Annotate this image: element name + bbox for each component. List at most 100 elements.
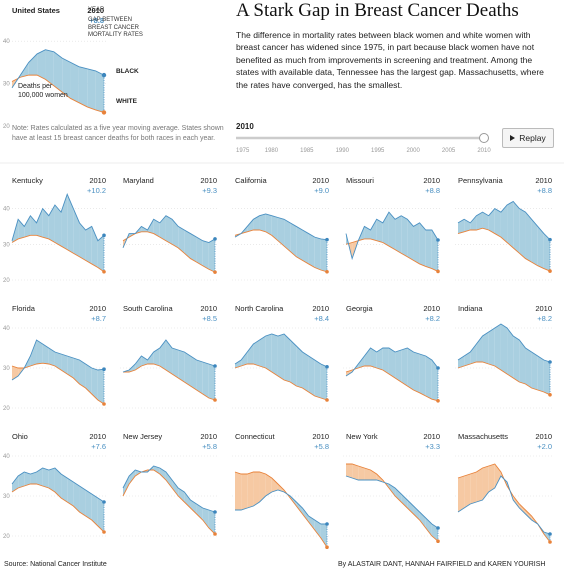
california-white-line bbox=[234, 229, 328, 273]
deaths-label: Deaths per 100,000 women bbox=[18, 83, 68, 100]
ohio-ytick-20: 20 bbox=[3, 534, 10, 540]
florida-gap-seg-6 bbox=[48, 348, 55, 366]
pennsylvania-gap-seg-13 bbox=[537, 226, 544, 269]
florida-black-dot bbox=[102, 367, 106, 372]
florida-year: 2010 bbox=[89, 304, 106, 313]
south-carolina-white-line bbox=[123, 363, 216, 401]
ohio-gap: +7.6 bbox=[91, 442, 106, 451]
kentucky-gap-seg-14 bbox=[97, 235, 104, 272]
new-york-year: 2010 bbox=[423, 432, 440, 441]
new-jersey-gap-seg-7 bbox=[165, 472, 173, 488]
south-carolina-white-dot bbox=[213, 398, 217, 402]
legend-gap-label-2: BREAST CANCER bbox=[88, 24, 139, 31]
california-black-line bbox=[234, 213, 328, 241]
pennsylvania-gap: +8.8 bbox=[537, 186, 552, 195]
florida-gap-seg-13 bbox=[91, 368, 98, 400]
massachusetts-year: 2010 bbox=[535, 432, 552, 441]
florida-gap: +8.7 bbox=[91, 314, 106, 323]
slider-tick-1975: 1975 bbox=[236, 148, 250, 154]
maryland-gap-seg-10 bbox=[184, 230, 191, 259]
florida-gap-seg-3 bbox=[30, 340, 37, 366]
ohio-black-dot bbox=[102, 500, 106, 504]
pennsylvania-gap-seg-7 bbox=[500, 205, 508, 243]
missouri-gap-seg-14 bbox=[431, 230, 438, 272]
georgia-year: 2010 bbox=[423, 304, 440, 313]
maryland-white-line bbox=[122, 231, 216, 273]
indiana-gap: +8.2 bbox=[537, 314, 552, 323]
us-ytick-30: 30 bbox=[3, 82, 10, 88]
pennsylvania-gap-seg-3 bbox=[476, 212, 483, 230]
new-jersey-gap-seg-5 bbox=[153, 466, 160, 474]
georgia-gap-seg-2 bbox=[358, 356, 365, 368]
slider-handle[interactable] bbox=[479, 133, 489, 143]
maryland-gap-seg-7 bbox=[165, 215, 173, 245]
maryland-gap-seg-5 bbox=[153, 219, 160, 238]
florida-ytick-30: 30 bbox=[3, 366, 10, 372]
north-carolina-gap-seg-8 bbox=[284, 334, 291, 382]
massachusetts-gap-seg-10 bbox=[519, 504, 526, 514]
california-gap-seg-10 bbox=[296, 226, 303, 261]
legend-year-label: YEAR bbox=[88, 7, 105, 13]
maryland-gap-seg-8 bbox=[172, 219, 179, 248]
north-carolina-year: 2010 bbox=[312, 304, 329, 313]
new-jersey-year: 2010 bbox=[200, 432, 217, 441]
indiana-gap-seg-11 bbox=[525, 348, 532, 388]
pennsylvania-gap-seg-5 bbox=[488, 208, 495, 234]
south-carolina-gap-seg-12 bbox=[196, 360, 203, 394]
byline: By ALASTAIR DANT, HANNAH FAIRFIELD and K… bbox=[338, 561, 546, 568]
california-gap-seg-14 bbox=[320, 238, 327, 272]
indiana-black-dot bbox=[548, 360, 552, 364]
ohio-white-dot bbox=[102, 530, 106, 534]
north-carolina-gap-seg-12 bbox=[308, 356, 315, 396]
missouri-gap-seg-12 bbox=[419, 222, 426, 267]
maryland-name: Maryland bbox=[123, 176, 154, 185]
new-york-gap-seg-4 bbox=[370, 470, 377, 480]
pennsylvania-gap-seg-12 bbox=[531, 219, 538, 266]
new-york-gap-seg-11 bbox=[413, 506, 420, 520]
california-white-dot bbox=[325, 269, 329, 274]
legend-gap-label-1: GAP BETWEEN bbox=[88, 17, 132, 23]
missouri-gap-seg-4 bbox=[370, 219, 377, 241]
georgia-gap-seg-14 bbox=[431, 360, 438, 401]
ohio-gap-seg-2 bbox=[24, 472, 31, 486]
new-york-name: New York bbox=[346, 432, 378, 441]
indiana-gap-seg-14 bbox=[543, 360, 550, 395]
north-carolina-gap-seg-0 bbox=[235, 360, 242, 368]
north-carolina-gap-seg-2 bbox=[247, 344, 254, 364]
new-york-gap-seg-13 bbox=[425, 518, 432, 536]
new-jersey-white-dot bbox=[213, 532, 217, 536]
new-york-black-line bbox=[345, 475, 439, 529]
connecticut-white-dot bbox=[325, 545, 329, 549]
us-gap-seg-8 bbox=[78, 66, 88, 107]
slider-tick-1990: 1990 bbox=[336, 148, 350, 154]
connecticut-gap-seg-4 bbox=[259, 472, 266, 502]
north-carolina-gap-seg-11 bbox=[302, 352, 309, 392]
florida-name: Florida bbox=[12, 304, 35, 313]
new-jersey-black-dot bbox=[213, 510, 217, 514]
florida-gap-seg-11 bbox=[79, 360, 86, 388]
georgia-gap-seg-3 bbox=[364, 348, 371, 366]
kentucky-gap-seg-9 bbox=[67, 194, 74, 254]
new-york-gap-seg-3 bbox=[364, 468, 371, 480]
south-carolina-gap-seg-11 bbox=[190, 356, 197, 390]
georgia-white-dot bbox=[436, 399, 440, 403]
kentucky-gap: +10.2 bbox=[87, 186, 106, 195]
missouri-name: Missouri bbox=[346, 176, 374, 185]
indiana-gap-seg-7 bbox=[500, 324, 508, 374]
ohio-gap-seg-14 bbox=[97, 498, 104, 532]
california-gap-seg-7 bbox=[277, 217, 285, 247]
pennsylvania-gap-seg-14 bbox=[543, 233, 550, 272]
connecticut-gap-seg-1 bbox=[241, 474, 248, 510]
new-york-gap-seg-10 bbox=[407, 500, 414, 514]
kentucky-ytick-40: 40 bbox=[3, 207, 10, 213]
new-york-gap-seg-8 bbox=[395, 488, 402, 502]
replay-label: Replay bbox=[519, 133, 546, 143]
south-carolina-gap-seg-13 bbox=[202, 362, 209, 398]
florida-gap-seg-4 bbox=[36, 340, 43, 364]
california-gap-seg-5 bbox=[265, 213, 272, 236]
replay-button[interactable]: Replay bbox=[502, 128, 554, 148]
slider-tick-1980: 1980 bbox=[265, 148, 279, 154]
ohio-gap-seg-5 bbox=[42, 468, 49, 488]
massachusetts-gap-seg-9 bbox=[513, 496, 520, 508]
